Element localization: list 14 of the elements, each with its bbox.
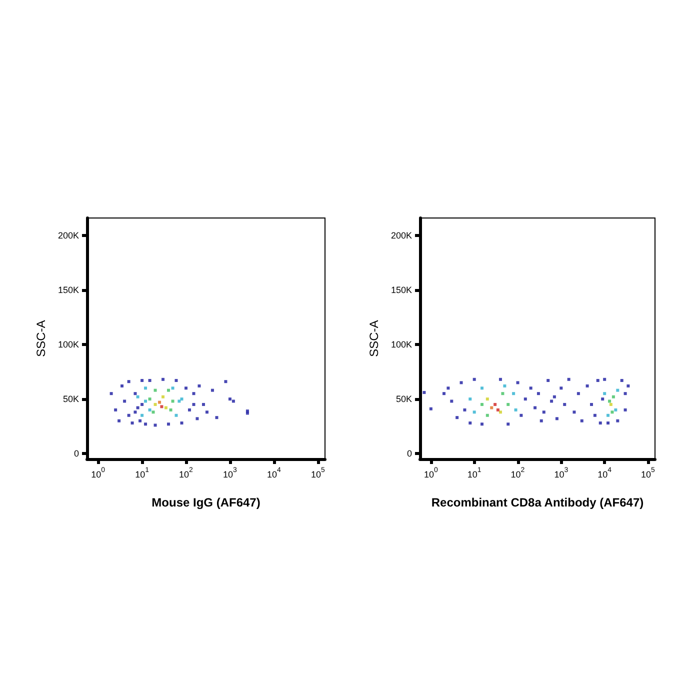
y-tick-label: 100K xyxy=(58,340,79,350)
y-tick-label: 0 xyxy=(406,448,412,459)
y-tick-label: 100K xyxy=(390,340,412,350)
y-tick-label: 0 xyxy=(74,448,79,459)
y-tick-label: 200K xyxy=(58,230,79,240)
y-axis-title: SSC-A xyxy=(34,320,48,357)
y-tick-label: 50K xyxy=(62,394,79,404)
x-axis-title: Mouse IgG (AF647) xyxy=(152,496,260,510)
y-tick-label: 50K xyxy=(396,394,412,404)
y-axis-title: SSC-A xyxy=(367,320,382,357)
y-tick-label: 150K xyxy=(58,284,79,295)
y-tick-label: 150K xyxy=(390,284,412,295)
x-axis-title: Recombinant CD8a Antibody (AF647) xyxy=(431,496,644,510)
y-tick-label: 200K xyxy=(390,230,412,240)
